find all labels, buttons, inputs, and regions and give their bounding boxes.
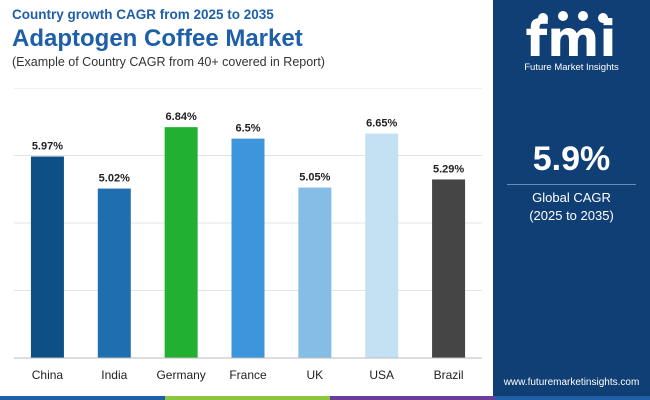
data-label: 6.84% xyxy=(166,111,197,123)
website-link[interactable]: www.futuremarketinsights.com xyxy=(503,377,640,388)
x-tick-label: China xyxy=(32,368,64,382)
bar-germany xyxy=(164,127,198,359)
bar-india xyxy=(97,188,131,358)
summary-panel: fmi Future Market Insights 5.9% Global C… xyxy=(493,0,650,400)
data-label: 6.5% xyxy=(235,123,260,135)
bar-brazil xyxy=(432,179,466,358)
data-label: 5.05% xyxy=(299,172,330,184)
bar-chart: 5.97% China 5.02% India 6.84% Germany 6.5% Fran… xyxy=(14,88,482,382)
data-label: 5.02% xyxy=(99,173,130,185)
data-label: 6.65% xyxy=(366,118,397,130)
x-tick-label: France xyxy=(229,368,267,382)
data-label: 5.97% xyxy=(32,141,63,153)
bar-france xyxy=(231,138,265,358)
global-cagr-label-line1: Global CAGR xyxy=(532,190,611,205)
x-tick-label: Germany xyxy=(156,368,205,382)
divider xyxy=(507,184,636,185)
x-tick-label: India xyxy=(101,368,127,382)
bar-uk xyxy=(298,187,332,358)
x-tick-label: UK xyxy=(307,368,324,382)
x-tick-label: Brazil xyxy=(434,368,464,382)
x-tick-label: USA xyxy=(369,368,394,382)
logo-subtitle: Future Market Insights xyxy=(524,62,619,73)
chart-subtitle: Country growth CAGR from 2025 to 2035 xyxy=(12,7,274,22)
global-cagr-value: 5.9% xyxy=(532,140,611,178)
logo-mark-icon: fmi xyxy=(526,10,617,68)
fmi-logo: fmi Future Market Insights xyxy=(503,8,640,78)
header: Country growth CAGR from 2025 to 2035 Ad… xyxy=(12,6,325,70)
chart-note: (Example of Country CAGR from 40+ covere… xyxy=(12,55,325,69)
data-label: 5.29% xyxy=(433,163,464,175)
bar-china xyxy=(30,156,64,358)
global-cagr-label-line2: (2025 to 2035) xyxy=(529,208,614,223)
chart-title: Adaptogen Coffee Market xyxy=(12,25,303,52)
global-cagr-label: Global CAGR (2025 to 2035) xyxy=(493,189,650,225)
bar-usa xyxy=(365,133,399,358)
